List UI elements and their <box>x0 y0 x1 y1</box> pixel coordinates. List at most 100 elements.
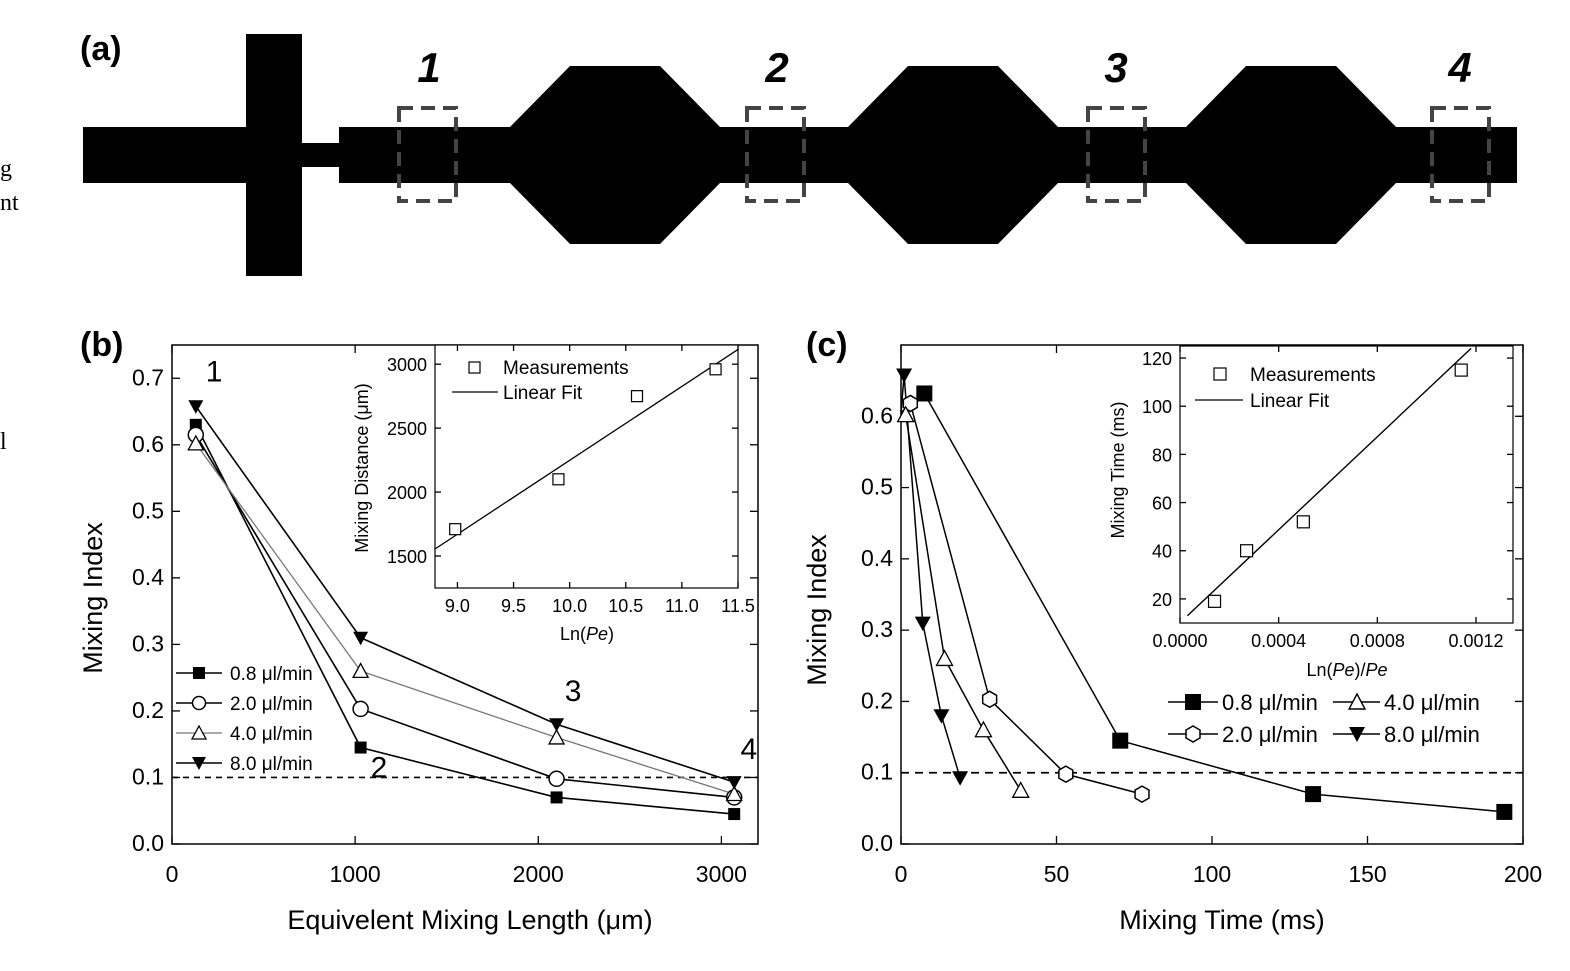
chart-b-ytick-label: 0.7 <box>132 364 164 390</box>
chart-b-x-ticks: 0 1000 2000 3000 <box>166 345 747 887</box>
chart-c-point <box>952 771 969 786</box>
section-label-3: 3 <box>1104 44 1127 91</box>
chart-b-ytick-label: 0.5 <box>132 497 164 523</box>
section-box-3 <box>1086 106 1147 203</box>
chart-b-inset-xtick-label: 10.5 <box>608 596 643 616</box>
chart-c-point <box>902 394 919 413</box>
panel-c-label: (c) <box>806 326 848 364</box>
chart-b-inset-xtick-label: 11.5 <box>721 596 755 616</box>
chart-b-xtick-label: 2000 <box>513 861 564 887</box>
section-box-4 <box>1430 106 1491 203</box>
chart-b-legend-item-2: 2.0 μl/min <box>176 694 313 715</box>
chart-b-point <box>354 741 367 754</box>
chart-b-annotation-4: 4 <box>741 733 758 766</box>
chart-b-inset-fit-line <box>434 348 739 550</box>
chart-c-xtick-label: 0 <box>895 861 908 887</box>
chart-b-xtick-label: 0 <box>166 861 179 887</box>
chart-c-ytick-label: 0.3 <box>861 616 893 642</box>
chart-b-point <box>187 434 205 451</box>
mixing-chamber-2 <box>848 66 1058 244</box>
chart-c-ytick-label: 0.2 <box>861 687 893 713</box>
chart-c-inset-x-label: Ln(Pe)/Pe <box>1306 660 1387 680</box>
chart-c-inset-point <box>1239 544 1254 558</box>
chart-b-series-line-2 <box>195 434 735 799</box>
chart-b-point <box>726 776 742 790</box>
chart-b-inset-ytick-label: 2500 <box>387 419 427 439</box>
chart-c-xtick-label: 100 <box>1193 861 1231 887</box>
chart-c-inset-ytick-label: 40 <box>1152 542 1172 562</box>
chart-c-inset-point <box>1296 515 1310 529</box>
chart-b-xtick-label: 1000 <box>330 861 381 887</box>
chart-c-point <box>1058 765 1074 784</box>
inlet-channel <box>83 127 247 183</box>
chart-c-inset-legend-fit: Linear Fit <box>1250 391 1330 412</box>
chart-b-point <box>728 808 741 821</box>
chart-b-inset-xtick-label: 11.0 <box>665 596 699 616</box>
chart-b-legend-label-2: 2.0 μl/min <box>230 694 313 715</box>
chart-c-ytick-label: 0.5 <box>861 474 893 500</box>
chart-c-legend-label-4: 8.0 μl/min <box>1384 722 1480 747</box>
chart-c-xtick-label: 50 <box>1044 861 1070 887</box>
chart-b-legend-label-1: 0.8 μl/min <box>230 664 313 685</box>
chart-c-inset-point <box>1207 594 1222 608</box>
chart-c-y-ticks: 0.0 0.1 0.2 0.3 0.4 0.5 0.6 <box>861 402 1523 856</box>
mixing-chamber-1 <box>510 66 720 244</box>
chart-c-point <box>1112 732 1129 749</box>
chart-b-legend-label-3: 4.0 μl/min <box>230 724 313 745</box>
chart-c-point <box>914 616 931 632</box>
section-label-2: 2 <box>764 44 788 91</box>
chart-c-inset-xtick-label: 0.0004 <box>1251 631 1306 651</box>
cross-junction <box>246 34 302 276</box>
chart-c-point <box>896 405 915 423</box>
chart-c-inset-ytick-label: 120 <box>1142 349 1172 369</box>
chart-c-inset-ytick-label: 20 <box>1152 590 1172 610</box>
chart-b-point <box>550 791 563 804</box>
chart-b-inset-ytick-label: 1500 <box>387 547 427 567</box>
edge-text-3: l <box>0 429 7 455</box>
chart-c-inset-xtick-label: 0.0012 <box>1448 631 1503 651</box>
chart-b-inset-legend-fit: Linear Fit <box>503 383 583 404</box>
chart-c-series <box>896 368 1513 820</box>
panel-b-label: (b) <box>80 326 123 364</box>
chart-b-legend-label-4: 8.0 μl/min <box>230 754 313 775</box>
chart-c-inset-fit-line <box>1186 347 1472 617</box>
chart-b-ytick-label: 0.6 <box>132 431 164 457</box>
chart-c-point <box>1134 785 1150 803</box>
chart-b-ytick-label: 0.4 <box>132 564 164 590</box>
chart-c-legend-item-2: 2.0 μl/min <box>1168 722 1318 747</box>
chart-c-point <box>1305 786 1322 803</box>
chart-c-point <box>981 690 998 709</box>
chart-b-annotation-2: 2 <box>371 751 388 784</box>
chart-c-point <box>974 720 993 738</box>
chart-c-point <box>1011 781 1030 798</box>
chart-c-legend-label-2: 2.0 μl/min <box>1222 722 1318 747</box>
mixer-channel <box>83 34 1517 276</box>
chart-b-xtick-label: 3000 <box>696 861 747 887</box>
chart-c-point <box>916 385 933 402</box>
chart-b-legend-item-1: 0.8 μl/min <box>176 664 313 685</box>
chart-b-inset-point <box>449 523 462 536</box>
chart-c-legend-label-3: 4.0 μl/min <box>1384 690 1480 715</box>
chart-c-series-line-2 <box>900 402 1143 795</box>
chart-b-ytick-label: 0.2 <box>132 697 164 723</box>
chart-c-legend: 0.8 μl/min 4.0 μl/min 2.0 μl/min 8.0 μl/… <box>1168 690 1480 747</box>
chart-c-series-line-4 <box>900 374 961 778</box>
chart-c-series-line-3 <box>900 412 1022 791</box>
mixing-chamber-3 <box>1186 66 1396 244</box>
chart-c-inset-y-label: Mixing Time (ms) <box>1108 401 1128 538</box>
chart-c-ytick-label: 0.1 <box>861 759 893 785</box>
chart-b-x-axis-label: Equivelent Mixing Length (μm) <box>287 905 652 935</box>
chart-b-point <box>549 718 565 732</box>
chart-b-inset-y-ticks: 1500 2000 2500 3000 <box>387 355 738 567</box>
chart-c-inset-xtick-label: 0.0008 <box>1350 631 1405 651</box>
chart-b-series <box>187 400 743 821</box>
panel-a: (a) 1 2 3 4 <box>80 30 1517 276</box>
chart-b-ytick-label: 0.3 <box>132 630 164 656</box>
chart-c-ytick-label: 0.6 <box>861 402 893 428</box>
chart-c-point <box>896 368 913 383</box>
chart-c-point <box>933 709 950 724</box>
chart-b-y-axis-label: Mixing Index <box>78 522 108 674</box>
